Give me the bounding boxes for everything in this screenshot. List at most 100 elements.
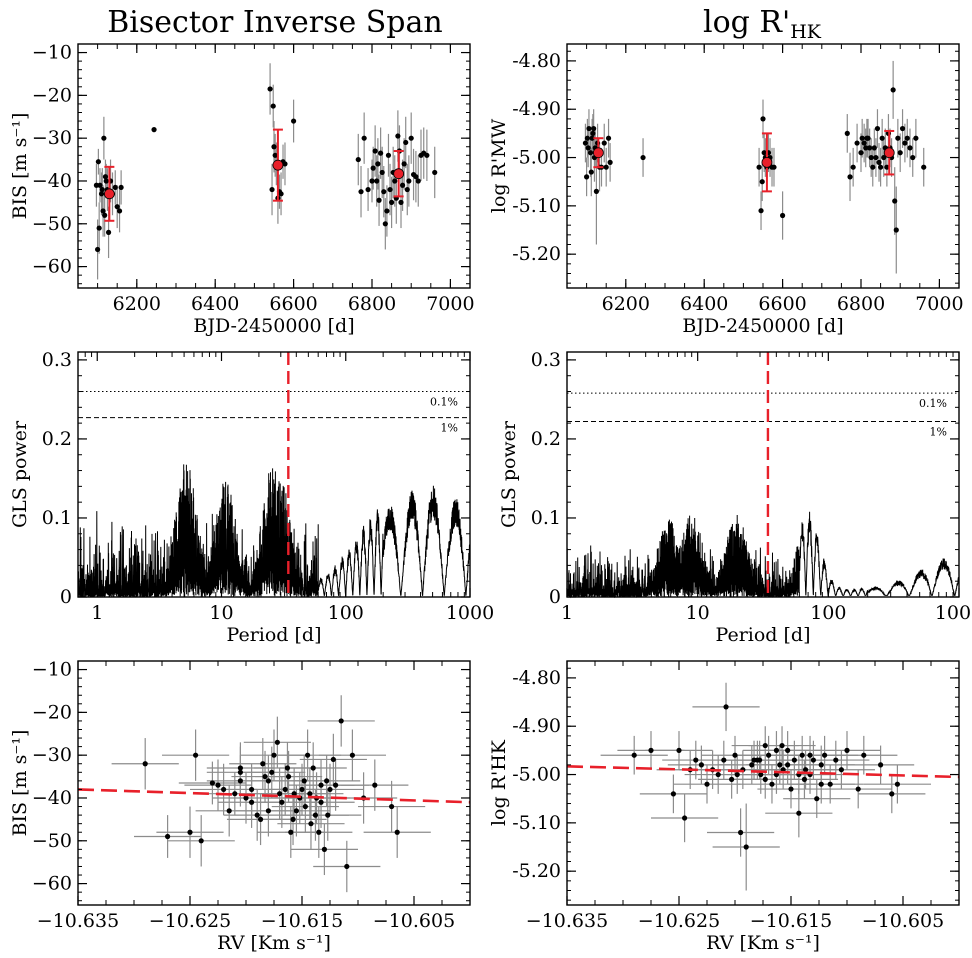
- data-point: [796, 810, 802, 816]
- data-point: [95, 159, 101, 165]
- x-tick-label: 6600: [758, 293, 806, 315]
- x-axis-label: BJD-2450000 [d]: [193, 315, 354, 337]
- data-point: [593, 188, 600, 194]
- data-point: [758, 208, 764, 214]
- data-point: [308, 821, 314, 827]
- data-point: [226, 808, 232, 814]
- data-point: [907, 145, 913, 151]
- data-point: [870, 164, 876, 170]
- y-tick-label: -5.20: [512, 243, 561, 265]
- data-point: [777, 762, 783, 768]
- data-point: [237, 765, 243, 771]
- data-point: [881, 154, 887, 161]
- data-point: [897, 150, 903, 156]
- data-point: [232, 791, 238, 797]
- panel-rhk_time: -5.20 -5.10 -5.00 -4.90 -4.80 6200 6400 6600 680…: [488, 43, 964, 337]
- data-point: [221, 786, 227, 793]
- data-point: [101, 135, 107, 141]
- fap-label: 0.1%: [919, 397, 947, 410]
- data-point: [424, 152, 430, 158]
- data-point: [910, 154, 916, 161]
- error-bars: [600, 682, 931, 891]
- data-point: [318, 782, 324, 788]
- data-point: [392, 178, 398, 184]
- data-point: [187, 829, 193, 835]
- data-point: [378, 150, 384, 156]
- data-point: [874, 125, 881, 132]
- data-point: [861, 140, 867, 146]
- data-point: [582, 140, 589, 146]
- y-tick-label: -4.90: [512, 98, 561, 120]
- x-axis-label: BJD-2450000 [d]: [682, 315, 843, 337]
- data-point: [799, 752, 805, 758]
- data-point: [762, 776, 768, 782]
- data-point: [385, 152, 392, 158]
- data-point: [822, 752, 828, 758]
- data-point: [312, 812, 319, 818]
- x-tick-label: 1000: [935, 602, 972, 624]
- data-point: [761, 150, 767, 156]
- season-mean-point: [761, 156, 773, 168]
- data-point: [844, 747, 850, 753]
- data-point: [729, 776, 735, 782]
- data-point: [738, 829, 744, 836]
- data-point: [404, 186, 410, 193]
- data-point: [257, 816, 264, 822]
- data-point: [293, 808, 299, 814]
- data-point: [299, 786, 305, 793]
- data-point: [693, 757, 699, 763]
- data-point: [290, 816, 296, 822]
- data-point: [749, 762, 755, 768]
- data-point: [432, 169, 438, 176]
- panel-rhk_gls: 0.1% 1% 0 0.1 0.2 0.3 1 10 100 1000 Period [d] GLS …: [498, 349, 972, 646]
- data-point: [785, 747, 791, 753]
- data-point: [282, 161, 288, 167]
- data-point: [325, 812, 331, 818]
- panel-rhk_rv: -5.20 -5.10 -5.00 -4.90 -4.80 −10.635 −10.625 −…: [488, 660, 960, 954]
- data-point: [215, 782, 221, 788]
- data-point: [588, 169, 594, 175]
- data-point: [394, 829, 400, 835]
- y-tick-label: −50: [32, 830, 72, 852]
- data-points: [93, 86, 438, 253]
- data-point: [584, 174, 590, 180]
- x-tick-label: −10.635: [526, 910, 608, 932]
- data-point: [209, 780, 215, 786]
- data-point: [333, 782, 339, 788]
- y-tick-label: −10: [32, 659, 72, 681]
- data-point: [274, 739, 280, 745]
- y-tick-label: −40: [32, 170, 72, 192]
- periodogram-curve: [77, 464, 471, 598]
- data-point: [921, 164, 927, 170]
- data-point: [302, 803, 308, 810]
- data-point: [878, 164, 884, 170]
- data-point: [401, 161, 407, 167]
- data-point: [415, 178, 421, 184]
- data-point: [791, 757, 797, 763]
- data-point: [587, 150, 594, 156]
- data-point: [904, 135, 910, 141]
- periodogram-curve: [566, 511, 960, 599]
- season-mean-point: [592, 147, 604, 159]
- data-point: [704, 781, 710, 787]
- y-tick-label: 0.2: [531, 428, 561, 450]
- data-point: [399, 182, 406, 188]
- data-point: [757, 757, 763, 763]
- data-point: [884, 164, 890, 170]
- data-point: [375, 161, 381, 167]
- y-axis-label: GLS power: [498, 420, 520, 528]
- data-point: [788, 786, 794, 792]
- y-tick-label: −30: [32, 127, 72, 149]
- y-tick-label: 0.2: [42, 428, 72, 450]
- data-point: [254, 812, 260, 818]
- x-tick-label: 1000: [446, 602, 494, 624]
- data-point: [301, 778, 307, 784]
- data-point: [743, 844, 749, 850]
- panel-bis_rv: −60 −50 −40 −30 −20 −10 −10.635 −10.625 −10.615 −…: [9, 659, 471, 954]
- x-tick-label: 6800: [837, 293, 885, 315]
- data-point: [307, 791, 313, 797]
- data-point: [277, 791, 283, 797]
- data-point: [865, 135, 871, 141]
- data-point: [262, 773, 268, 780]
